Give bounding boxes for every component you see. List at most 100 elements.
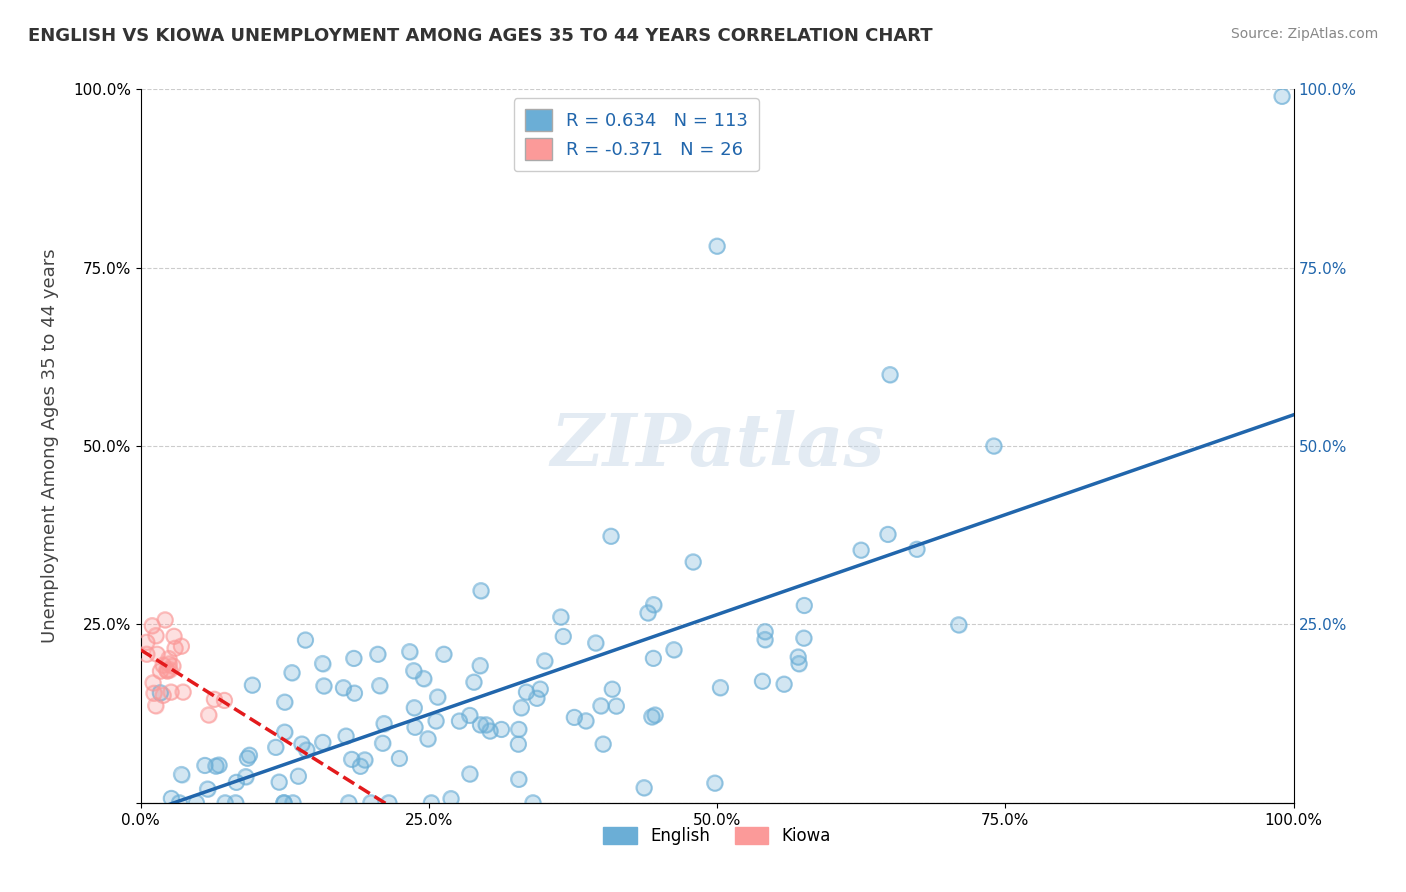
Point (478, 723, 501, 738)
Point (159, 663, 181, 677)
Point (225, 775, 247, 789)
Point (643, 598, 665, 612)
Point (343, 651, 366, 665)
Point (135, 635, 157, 649)
Point (433, 647, 456, 661)
Point (373, 716, 395, 731)
Point (468, 658, 491, 673)
Point (585, 636, 607, 650)
Point (240, 678, 263, 692)
Point (637, 606, 659, 620)
Point (508, 737, 530, 751)
Point (371, 736, 394, 750)
Point (491, 723, 513, 737)
Point (592, 737, 614, 751)
Point (589, 698, 612, 713)
Point (600, 682, 623, 697)
Point (214, 693, 236, 707)
Point (948, 617, 970, 632)
Point (425, 714, 447, 728)
Point (162, 659, 184, 673)
Point (162, 659, 184, 673)
Point (522, 796, 544, 810)
Point (141, 618, 163, 632)
Point (416, 731, 439, 746)
Point (876, 527, 898, 541)
Point (948, 617, 970, 632)
Point (529, 682, 551, 697)
Point (787, 650, 810, 665)
Point (163, 641, 186, 656)
Point (1271, 89, 1294, 103)
Point (463, 675, 485, 690)
Point (706, 239, 728, 253)
Point (793, 631, 815, 645)
Point (388, 751, 411, 765)
Point (879, 368, 901, 382)
Point (600, 682, 623, 697)
Point (281, 665, 304, 680)
Point (754, 632, 776, 647)
Point (295, 743, 318, 757)
Point (682, 555, 704, 569)
Point (160, 685, 183, 699)
Point (592, 737, 614, 751)
Point (186, 796, 208, 810)
Point (605, 699, 627, 714)
Point (235, 770, 257, 784)
Point (205, 759, 228, 773)
Point (849, 543, 872, 558)
Point (751, 674, 773, 689)
Point (311, 657, 333, 671)
Point (470, 717, 492, 731)
Point (156, 663, 179, 677)
Point (709, 681, 731, 695)
Point (398, 645, 420, 659)
Point (214, 796, 236, 810)
Point (533, 654, 555, 668)
Point (152, 658, 174, 673)
Point (163, 629, 186, 643)
Point (463, 675, 485, 690)
Point (311, 735, 333, 749)
Point (585, 636, 607, 650)
Point (470, 583, 492, 598)
Point (440, 791, 463, 805)
Point (425, 714, 447, 728)
Point (458, 767, 481, 781)
Point (335, 729, 357, 743)
Point (349, 759, 371, 773)
Point (269, 775, 291, 789)
Point (470, 717, 492, 731)
Point (449, 714, 471, 728)
Point (153, 613, 176, 627)
Point (468, 658, 491, 673)
Point (367, 648, 389, 662)
Point (273, 796, 295, 810)
Point (311, 735, 333, 749)
Point (152, 689, 174, 703)
Point (605, 699, 627, 714)
Point (225, 796, 247, 810)
Point (343, 686, 366, 700)
Point (214, 693, 236, 707)
Point (172, 685, 194, 699)
Point (589, 698, 612, 713)
Point (157, 651, 180, 665)
Point (388, 751, 411, 765)
Point (225, 775, 247, 789)
Point (1271, 89, 1294, 103)
Point (312, 679, 335, 693)
Point (197, 707, 219, 722)
Point (562, 710, 585, 724)
Point (202, 692, 225, 706)
Point (515, 685, 537, 699)
Point (194, 758, 217, 772)
Point (146, 647, 169, 661)
Point (402, 664, 425, 678)
Point (141, 618, 163, 632)
Point (793, 599, 815, 613)
Point (470, 583, 492, 598)
Point (773, 677, 796, 691)
Point (157, 651, 180, 665)
